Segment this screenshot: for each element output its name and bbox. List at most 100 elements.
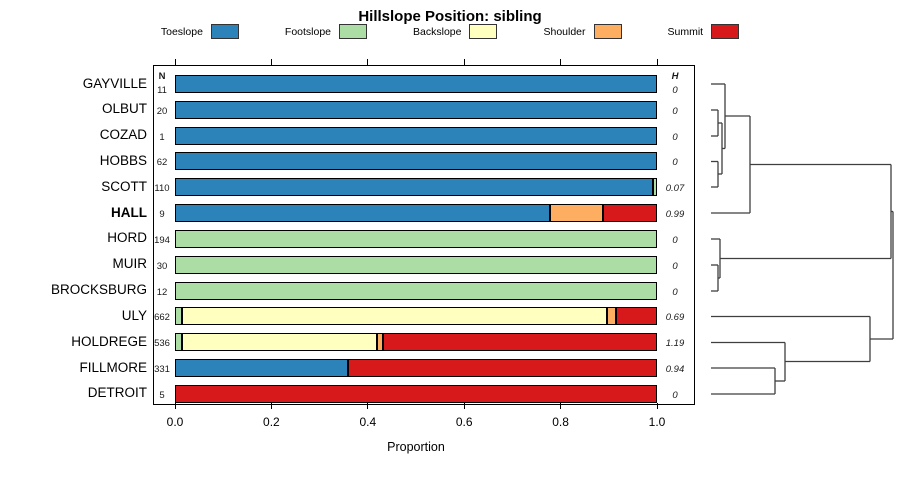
h-value: 0.69: [665, 312, 685, 324]
legend-label: Footslope: [284, 25, 332, 38]
x-tick-bottom: [560, 403, 562, 409]
h-value: 0: [672, 389, 678, 401]
plot-border: [153, 65, 695, 405]
row-label: MUIR: [112, 256, 148, 272]
bar-segment-summit: [383, 333, 657, 352]
x-tick-top: [270, 59, 272, 65]
h-value: 0: [672, 234, 678, 246]
bar-segment-summit: [175, 384, 657, 403]
legend-label: Backslope: [413, 25, 462, 38]
x-tick-label: 0.4: [359, 415, 377, 429]
h-value: 1.19: [665, 338, 685, 350]
row-label: HOLDREGE: [71, 333, 147, 349]
n-value: 20: [156, 105, 168, 117]
legend-swatch: [711, 24, 740, 39]
n-value: 331: [154, 364, 170, 376]
legend-swatch: [210, 24, 239, 39]
legend-label: Toeslope: [160, 25, 203, 38]
n-value: 5: [159, 389, 165, 401]
bar-segment-shoulder: [549, 204, 604, 223]
x-tick-label: 1.0: [648, 415, 666, 429]
legend-item: Footslope: [284, 24, 368, 39]
x-tick-label: 0.0: [166, 415, 184, 429]
row-label: HORD: [107, 230, 147, 246]
bar-segment-toeslope: [175, 126, 657, 145]
h-value: 0: [672, 85, 678, 96]
n-value: 662: [154, 312, 170, 324]
row-label: GAYVILLE: [82, 75, 147, 91]
n-value: 536: [154, 338, 170, 350]
row-label: COZAD: [99, 127, 147, 143]
h-value: 0: [672, 157, 678, 169]
bar-segment-toeslope: [175, 359, 349, 378]
legend-item: Shoulder: [543, 24, 622, 39]
x-axis-title: Proportion: [387, 440, 445, 454]
h-value: 0: [672, 105, 678, 117]
n-value: 9: [159, 209, 165, 221]
n-value: 12: [156, 286, 168, 298]
bar-segment-footslope: [175, 333, 183, 352]
bar-segment-footslope: [175, 307, 183, 326]
bar-segment-toeslope: [175, 100, 657, 119]
legend-item: Toeslope: [161, 24, 239, 39]
h-column-header: H: [671, 71, 679, 82]
x-tick-bottom: [656, 403, 658, 409]
legend-swatch: [469, 24, 498, 39]
n-value: 194: [154, 234, 170, 246]
legend-label: Shoulder: [543, 25, 586, 38]
bar-segment-summit: [603, 204, 657, 223]
row-label: SCOTT: [101, 178, 147, 194]
x-tick-top: [560, 59, 562, 65]
bar-segment-toeslope: [175, 152, 657, 171]
x-tick-bottom: [270, 403, 272, 409]
h-value: 0: [672, 131, 678, 143]
x-tick-bottom: [367, 403, 369, 409]
bar-segment-toeslope: [175, 178, 653, 197]
legend-item: Backslope: [413, 24, 498, 39]
bar-segment-summit: [616, 307, 657, 326]
bar-segment-shoulder: [376, 333, 384, 352]
x-tick-label: 0.2: [263, 415, 280, 429]
bar-segment-toeslope: [175, 75, 657, 93]
x-tick-top: [174, 59, 176, 65]
bar-segment-backslope: [182, 333, 377, 352]
legend-swatch: [593, 24, 622, 39]
bar-segment-shoulder: [606, 307, 617, 326]
bar-segment-footslope: [175, 255, 657, 274]
bar-segment-footslope: [175, 281, 657, 300]
bar-segment-footslope: [652, 178, 657, 197]
row-label: ULY: [121, 307, 147, 323]
chart-title: Hillslope Position: sibling: [358, 8, 542, 25]
x-tick-bottom: [463, 403, 465, 409]
row-label: OLBUT: [101, 101, 147, 117]
legend: Toeslope Footslope Backslope Shoulder Summit: [0, 24, 900, 39]
n-value: 30: [156, 260, 168, 272]
legend-label: Summit: [667, 25, 704, 38]
bar-segment-backslope: [182, 307, 607, 326]
n-value: 11: [157, 85, 167, 96]
bar-segment-toeslope: [175, 204, 550, 223]
x-tick-top: [463, 59, 465, 65]
h-value: 0: [672, 260, 678, 272]
h-value: 0.94: [665, 364, 685, 376]
legend-swatch: [339, 24, 368, 39]
x-tick-top: [656, 59, 658, 65]
n-value: 1: [159, 131, 165, 143]
x-tick-bottom: [174, 403, 176, 409]
n-value: 110: [154, 183, 170, 195]
h-value: 0.07: [665, 183, 685, 195]
row-label: HOBBS: [99, 152, 147, 168]
legend-item: Summit: [668, 24, 740, 39]
x-tick-label: 0.6: [455, 415, 473, 429]
row-label: BROCKSBURG: [50, 282, 147, 298]
row-label: FILLMORE: [79, 359, 147, 375]
bar-segment-summit: [348, 359, 657, 378]
n-column-header: N: [158, 71, 166, 82]
h-value: 0.99: [665, 209, 685, 221]
row-label: HALL: [111, 204, 147, 220]
row-label: DETROIT: [87, 385, 147, 401]
x-tick-label: 0.8: [552, 415, 569, 429]
h-value: 0: [672, 286, 678, 298]
bar-segment-footslope: [175, 229, 657, 248]
